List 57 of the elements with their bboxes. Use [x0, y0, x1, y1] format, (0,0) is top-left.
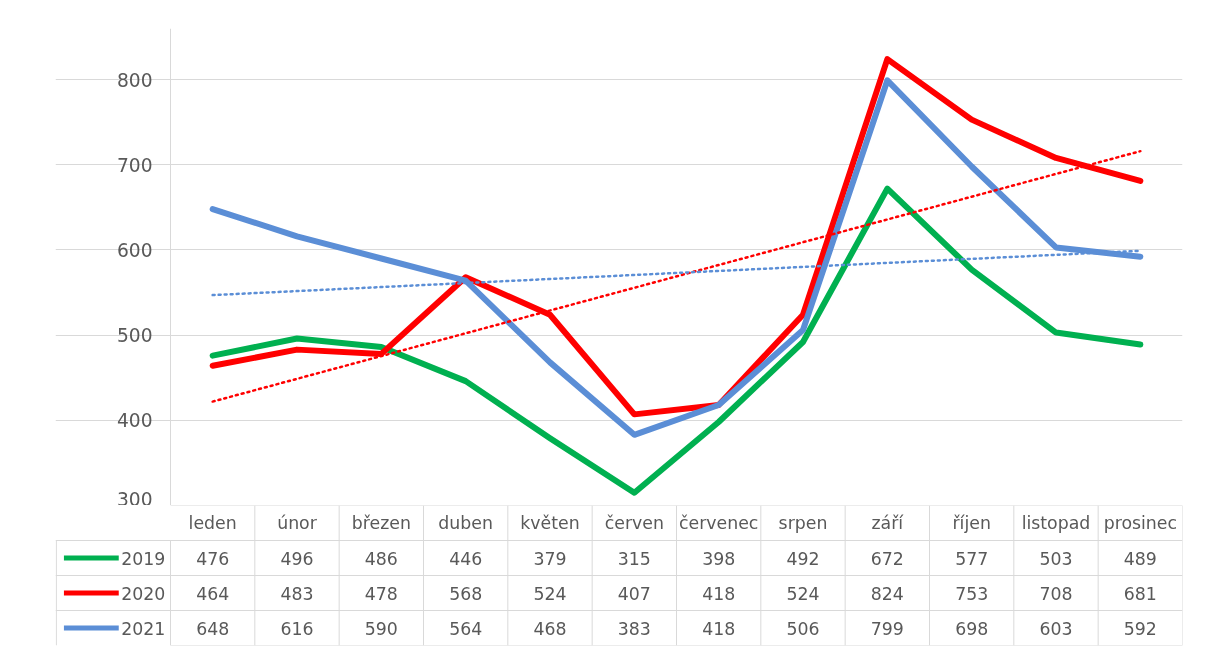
legend-label: 2019 — [121, 548, 166, 569]
x-tick-label: červen — [604, 513, 664, 533]
data-label: 478 — [364, 583, 398, 604]
data-label: 799 — [870, 618, 904, 639]
data-label: 476 — [196, 548, 230, 569]
data-label: 564 — [449, 618, 483, 639]
data-label: 577 — [955, 548, 989, 569]
x-tick-label: březen — [351, 513, 411, 533]
y-tick-label: 500 — [116, 325, 153, 347]
y-tick-label: 600 — [116, 239, 153, 261]
data-label: 486 — [364, 548, 398, 569]
data-label: 672 — [870, 548, 904, 569]
data-label: 464 — [196, 583, 230, 604]
data-label: 489 — [1123, 548, 1157, 569]
data-label: 503 — [1039, 548, 1073, 569]
data-label: 418 — [702, 583, 736, 604]
data-label: 616 — [280, 618, 314, 639]
x-tick-label: leden — [188, 513, 237, 533]
data-label: 753 — [955, 583, 989, 604]
y-tick-label: 300 — [116, 488, 153, 510]
data-label: 315 — [617, 548, 651, 569]
data-label: 418 — [702, 618, 736, 639]
x-tick-label: duben — [438, 513, 493, 533]
data-label: 824 — [870, 583, 904, 604]
data-label: 524 — [786, 583, 820, 604]
x-tick-label: červenec — [678, 513, 759, 533]
data-label: 398 — [702, 548, 736, 569]
data-label: 379 — [533, 548, 567, 569]
data-label: 603 — [1039, 618, 1073, 639]
data-label: 698 — [955, 618, 989, 639]
data-label: 496 — [280, 548, 314, 569]
x-tick-label: srpen — [778, 513, 828, 533]
data-label: 407 — [617, 583, 651, 604]
data-label: 446 — [449, 548, 483, 569]
x-tick-label: září — [871, 513, 905, 533]
data-label: 708 — [1039, 583, 1073, 604]
x-tick-label: prosinec — [1103, 513, 1178, 533]
legend-label: 2021 — [121, 618, 166, 639]
data-label: 524 — [533, 583, 567, 604]
data-label: 483 — [280, 583, 314, 604]
y-tick-label: 700 — [116, 154, 153, 176]
data-label: 383 — [617, 618, 651, 639]
legend-label: 2020 — [121, 583, 166, 604]
data-label: 681 — [1123, 583, 1157, 604]
x-tick-label: listopad — [1021, 513, 1091, 533]
data-label: 506 — [786, 618, 820, 639]
data-label: 648 — [196, 618, 230, 639]
data-label: 592 — [1123, 618, 1157, 639]
data-label: 568 — [449, 583, 483, 604]
y-tick-label: 400 — [116, 410, 153, 432]
x-tick-label: květen — [520, 513, 580, 533]
data-label: 492 — [786, 548, 820, 569]
x-tick-label: říjen — [952, 513, 991, 533]
x-tick-label: únor — [277, 513, 318, 533]
data-label: 468 — [533, 618, 567, 639]
data-label: 590 — [364, 618, 398, 639]
y-tick-label: 800 — [116, 69, 153, 91]
